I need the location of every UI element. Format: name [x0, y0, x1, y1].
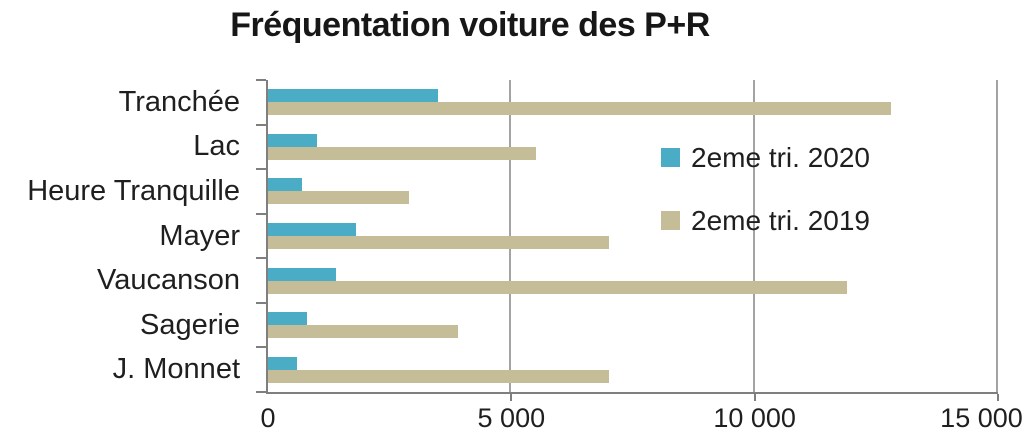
category-row — [268, 347, 998, 392]
x-axis-tick-label: 15 000 — [940, 403, 1023, 433]
plot-rows — [268, 80, 998, 392]
x-axis-line — [266, 392, 998, 394]
y-axis-tick — [256, 168, 266, 171]
category-label: Vaucanson — [97, 264, 240, 297]
category-label: Sagerie — [140, 308, 240, 341]
bar-2019 — [268, 236, 609, 250]
category-label: Tranchée — [118, 85, 240, 118]
category-row — [268, 258, 998, 303]
legend-item-2019: 2eme tri. 2019 — [661, 206, 870, 234]
bar-2020 — [268, 178, 303, 192]
category-row — [268, 125, 998, 170]
gridline — [996, 80, 998, 392]
y-axis-line — [266, 80, 268, 394]
x-axis-labels: 0 5 000 10 000 15 000 — [260, 403, 1022, 438]
x-axis-tick — [997, 394, 999, 401]
category-label: J. Monnet — [112, 353, 240, 386]
bar-2020 — [268, 267, 337, 281]
x-axis-tick-label: 5 000 — [477, 403, 546, 433]
y-axis-tick — [256, 212, 266, 215]
y-axis-tick — [256, 257, 266, 260]
y-axis-tick — [256, 346, 266, 349]
bar-2019 — [268, 146, 536, 160]
bar-2019 — [268, 325, 458, 339]
x-axis-tick — [753, 394, 756, 401]
category-row — [268, 80, 998, 125]
legend-swatch-2019 — [661, 211, 680, 230]
category-label: Heure Tranquille — [27, 174, 240, 207]
category-label: Lac — [193, 130, 240, 163]
legend-label-2019: 2eme tri. 2019 — [691, 204, 870, 236]
legend-swatch-2020 — [661, 148, 680, 167]
bar-2020 — [268, 312, 307, 326]
gridline — [752, 80, 755, 392]
bar-2019 — [268, 191, 410, 205]
category-labels: Tranchée Lac Heure Tranquille Mayer Vaucanso… — [0, 80, 250, 392]
gridline — [509, 80, 512, 392]
plot-area — [256, 79, 999, 401]
category-row — [268, 214, 998, 259]
legend-item-2020: 2eme tri. 2020 — [661, 143, 870, 171]
bar-2019 — [268, 369, 609, 383]
x-axis-tick-label: 0 — [260, 403, 276, 433]
bar-2020 — [268, 89, 439, 103]
legend-label-2020: 2eme tri. 2020 — [691, 141, 870, 173]
bar-2020 — [268, 133, 317, 147]
bar-2020 — [268, 356, 298, 370]
category-label: Mayer — [159, 219, 240, 252]
y-axis-tick — [256, 391, 266, 393]
category-row — [268, 303, 998, 348]
category-row — [268, 169, 998, 214]
x-axis-tick-label: 10 000 — [713, 403, 796, 433]
bar-2019 — [268, 280, 848, 294]
legend: 2eme tri. 2020 2eme tri. 2019 — [661, 143, 870, 273]
bar-2020 — [268, 223, 356, 237]
y-axis-tick — [256, 79, 266, 81]
y-axis-tick — [256, 123, 266, 126]
chart-title: Fréquentation voiture des P+R — [230, 6, 710, 44]
bar-2019 — [268, 102, 891, 116]
y-axis-tick — [256, 301, 266, 304]
x-axis-tick — [510, 394, 513, 401]
